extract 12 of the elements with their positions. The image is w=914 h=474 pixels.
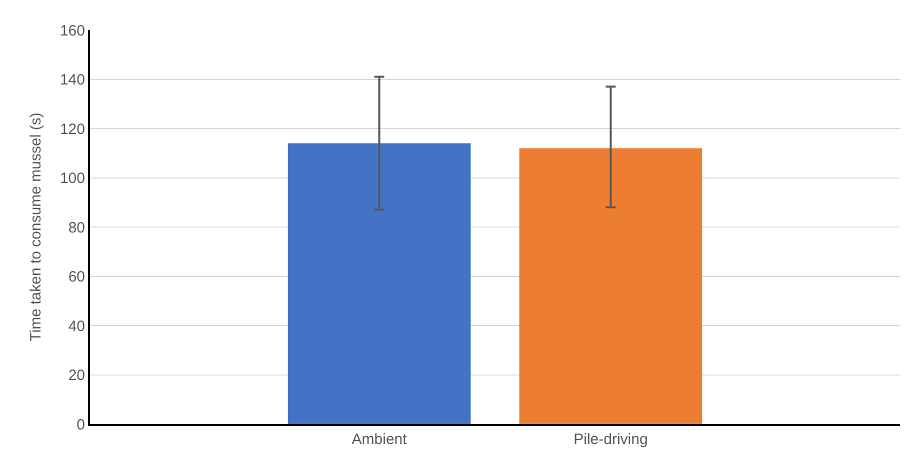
- y-tick-label: 40: [68, 318, 85, 335]
- y-tick-label: 0: [76, 416, 85, 434]
- y-tick-label: 100: [60, 170, 85, 187]
- y-tick-label: 160: [60, 22, 85, 40]
- x-tick-label: Ambient: [352, 431, 408, 448]
- y-axis-title: Time taken to consume mussel (s): [28, 112, 45, 342]
- y-tick-label: 120: [60, 120, 85, 138]
- y-tick-label: 140: [60, 72, 85, 88]
- y-tick-label: 20: [68, 367, 85, 384]
- y-tick-label: 80: [68, 219, 85, 236]
- x-tick-label: Pile-driving: [574, 431, 648, 448]
- y-tick-label: 60: [68, 268, 85, 286]
